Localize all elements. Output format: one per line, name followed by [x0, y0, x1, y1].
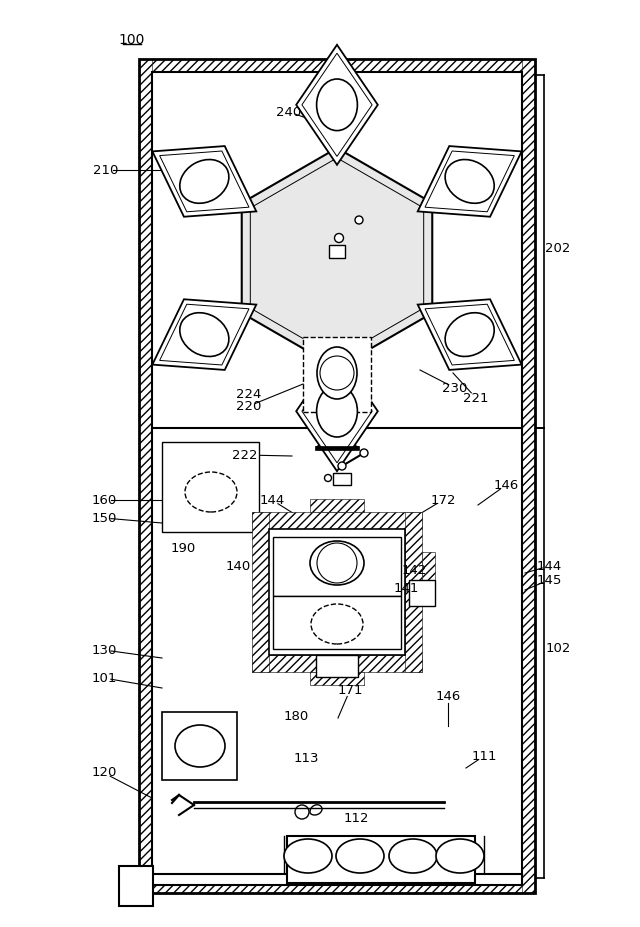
Ellipse shape — [284, 839, 332, 873]
Ellipse shape — [445, 312, 494, 357]
Text: 141: 141 — [394, 581, 419, 594]
Text: 140: 140 — [225, 560, 251, 573]
Bar — [303, 337, 371, 412]
Text: 120: 120 — [92, 767, 116, 780]
Text: 100: 100 — [119, 33, 145, 47]
Text: 172: 172 — [430, 493, 456, 506]
Bar — [405, 512, 422, 672]
Bar — [152, 874, 522, 885]
Text: 240: 240 — [276, 106, 301, 119]
Polygon shape — [296, 351, 378, 471]
Text: 113: 113 — [293, 752, 319, 765]
Ellipse shape — [317, 347, 357, 399]
Bar — [409, 580, 435, 606]
Ellipse shape — [317, 79, 357, 131]
Ellipse shape — [336, 839, 384, 873]
Text: 150: 150 — [92, 512, 116, 525]
Ellipse shape — [180, 312, 229, 357]
Bar — [316, 655, 358, 677]
Ellipse shape — [180, 159, 229, 203]
Bar — [162, 442, 259, 532]
Bar — [139, 59, 535, 72]
Text: 210: 210 — [93, 163, 118, 176]
Ellipse shape — [338, 462, 346, 470]
Text: 221: 221 — [463, 391, 489, 404]
Bar — [152, 72, 522, 880]
Text: 224: 224 — [236, 387, 262, 400]
Bar — [422, 552, 435, 584]
Ellipse shape — [335, 234, 344, 243]
Polygon shape — [418, 146, 522, 217]
Bar — [252, 512, 269, 672]
Ellipse shape — [389, 839, 437, 873]
Ellipse shape — [436, 839, 484, 873]
Bar — [119, 866, 153, 906]
Ellipse shape — [355, 216, 363, 224]
Text: 102: 102 — [545, 641, 571, 654]
Text: 145: 145 — [536, 574, 562, 587]
Text: 142: 142 — [401, 564, 427, 577]
Bar — [139, 59, 152, 893]
Bar — [287, 836, 475, 883]
Text: 202: 202 — [545, 242, 571, 255]
Polygon shape — [152, 299, 256, 370]
Ellipse shape — [175, 725, 225, 767]
Bar — [162, 712, 237, 780]
Bar — [310, 672, 364, 685]
Text: 101: 101 — [92, 671, 116, 684]
Bar — [252, 655, 422, 672]
Text: 190: 190 — [170, 541, 196, 554]
Polygon shape — [418, 299, 522, 370]
Bar — [329, 245, 345, 258]
Ellipse shape — [310, 541, 364, 585]
Text: 171: 171 — [337, 683, 363, 696]
Bar — [273, 537, 401, 596]
Text: 222: 222 — [232, 449, 258, 462]
Text: 180: 180 — [284, 709, 308, 722]
Bar — [310, 499, 364, 512]
Polygon shape — [242, 148, 432, 368]
Bar — [273, 596, 401, 649]
Bar — [315, 446, 359, 450]
Ellipse shape — [324, 475, 332, 481]
Text: 144: 144 — [536, 560, 562, 573]
Text: 112: 112 — [343, 811, 369, 824]
Bar — [522, 59, 535, 893]
Ellipse shape — [317, 386, 357, 437]
Bar — [139, 880, 535, 893]
Bar — [139, 59, 535, 893]
Polygon shape — [152, 146, 256, 217]
Bar — [139, 59, 535, 893]
Text: 220: 220 — [236, 400, 262, 413]
Text: 111: 111 — [471, 750, 497, 763]
Text: 160: 160 — [92, 493, 116, 506]
Polygon shape — [296, 44, 378, 165]
Text: 230: 230 — [442, 382, 468, 395]
Text: 146: 146 — [435, 690, 461, 703]
Ellipse shape — [360, 449, 368, 457]
Bar — [252, 512, 422, 529]
Text: 146: 146 — [493, 478, 518, 491]
Text: 144: 144 — [259, 493, 285, 506]
Bar — [269, 529, 405, 655]
Text: 130: 130 — [92, 643, 116, 656]
Ellipse shape — [445, 159, 494, 203]
Bar — [333, 473, 351, 485]
